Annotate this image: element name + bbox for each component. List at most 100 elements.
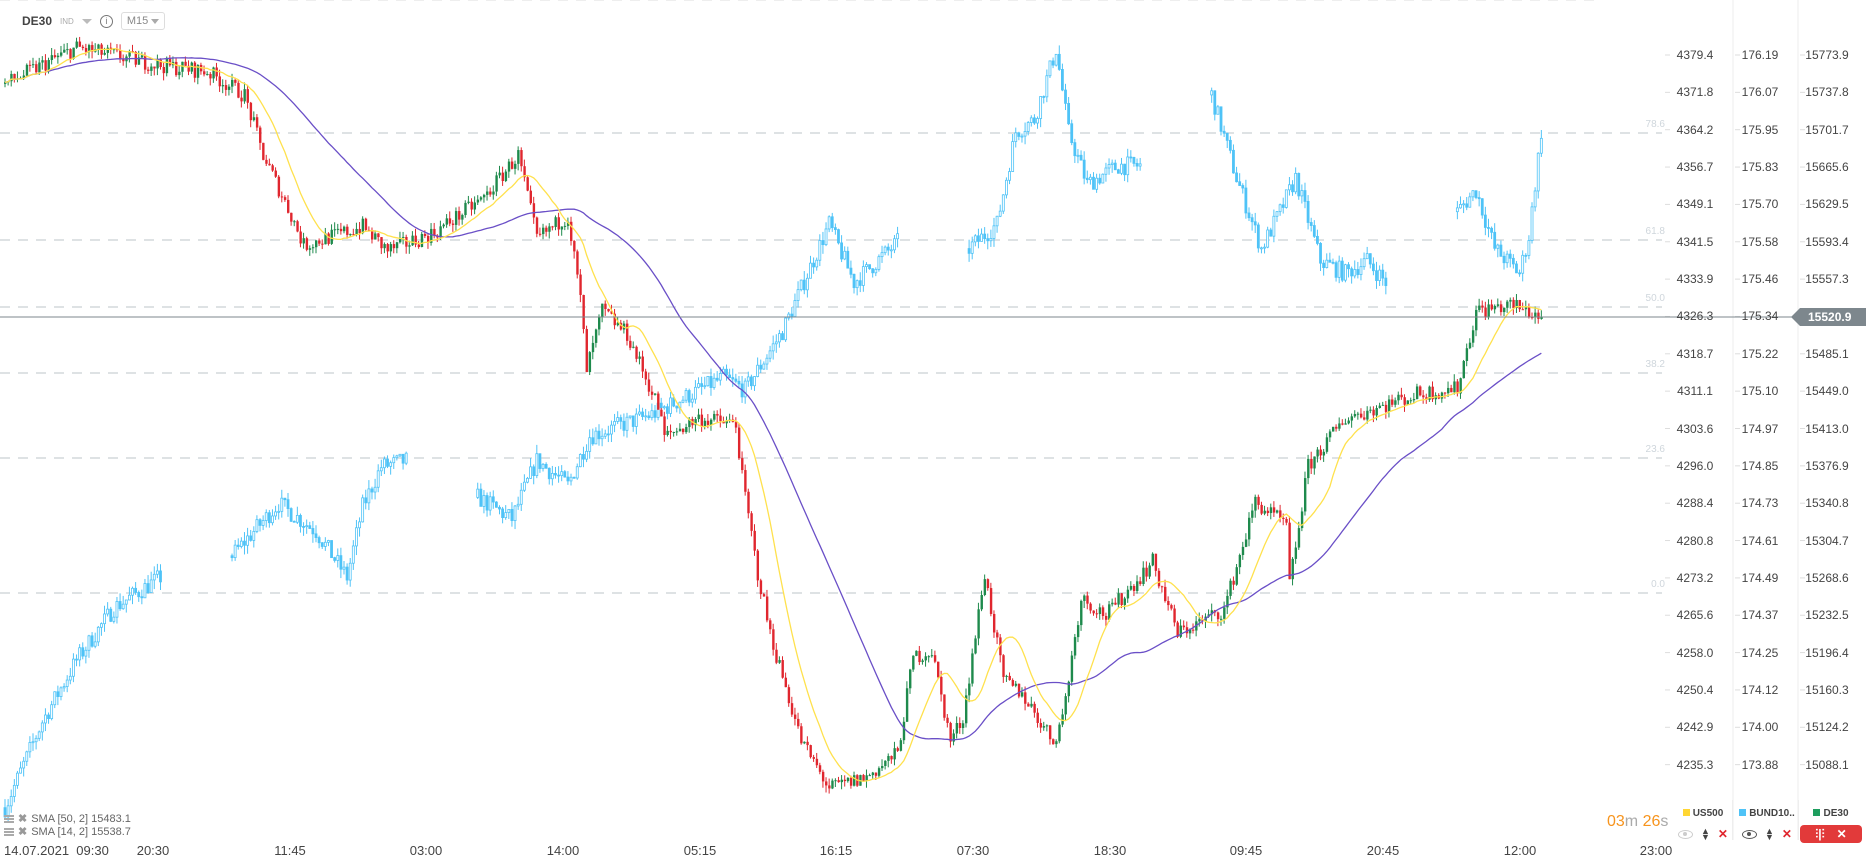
bund-candle: [358, 521, 361, 529]
bund-candle: [62, 686, 66, 689]
de30-candle: [377, 233, 380, 238]
de30-candle: [405, 236, 408, 247]
de30-candle: [28, 64, 32, 66]
bund-candle: [1057, 53, 1061, 70]
de30-candle: [616, 322, 620, 326]
bund-candle: [849, 267, 853, 275]
bund-candle: [812, 262, 815, 268]
bund-candle: [93, 641, 97, 647]
de30-candle: [1120, 593, 1123, 605]
close-icon[interactable]: ✕: [1717, 827, 1728, 841]
reorder-icon[interactable]: ▲ ▼: [1765, 826, 1774, 842]
de30-candle: [106, 47, 110, 53]
de30-candle: [983, 579, 987, 595]
de30-candle: [196, 64, 200, 78]
eye-icon[interactable]: [1742, 829, 1757, 839]
bund-candle: [230, 555, 234, 559]
settings-icon[interactable]: [4, 814, 14, 823]
de30-candle: [601, 303, 604, 317]
de30-candle: [1341, 423, 1344, 425]
de30-candle: [837, 780, 840, 783]
de30-candle: [1188, 629, 1192, 634]
info-icon[interactable]: i: [99, 14, 113, 28]
time-tick-label: 11:45: [274, 843, 306, 858]
symbol-name[interactable]: DE30: [22, 14, 53, 28]
chevron-down-icon[interactable]: [81, 18, 92, 24]
close-icon[interactable]: ✖: [18, 826, 28, 838]
bund-candle: [1085, 177, 1089, 181]
bund-candle: [896, 233, 899, 240]
de30-candle: [716, 413, 719, 416]
de30-candle: [915, 650, 918, 656]
bund-candle: [1054, 53, 1058, 66]
de30-candle: [324, 233, 327, 245]
bund-candle: [809, 262, 812, 279]
de30-candle: [1266, 510, 1270, 514]
bund-candle: [762, 363, 766, 370]
bund-candle: [529, 466, 532, 479]
de30-candle: [1381, 404, 1385, 406]
indicator-sma-14[interactable]: ✖ SMA [14, 2] 15538.7: [4, 825, 131, 838]
de30-candle: [560, 226, 564, 230]
de30-candle: [650, 391, 654, 395]
bund-candle: [526, 477, 529, 483]
bund-candle: [1039, 96, 1043, 119]
color-swatch: [1739, 809, 1747, 816]
de30-candle: [143, 55, 147, 70]
axis-tick-label: 15124.2: [1805, 720, 1849, 735]
de30-candle: [943, 694, 946, 718]
bund-candle: [638, 411, 641, 415]
bund-candle: [370, 488, 374, 493]
bund-candle: [19, 767, 22, 774]
timeframe-select[interactable]: M15: [120, 12, 166, 30]
fib-level-label: 23.6: [1645, 444, 1665, 455]
sma-14-line: [4, 47, 1542, 783]
fib-level-label: 78.6: [1645, 119, 1665, 130]
reorder-icon[interactable]: ▲ ▼: [1701, 826, 1710, 842]
de30-candle: [1496, 304, 1500, 306]
de30-candle: [504, 171, 508, 182]
bund-candle: [134, 587, 138, 593]
bund-candle: [874, 268, 878, 274]
de30-candle: [1524, 306, 1528, 310]
de30-candle: [461, 215, 464, 220]
bund-candle: [330, 540, 333, 559]
de30-candle: [184, 61, 187, 66]
de30-candle: [1453, 381, 1456, 393]
bund-candle: [1527, 240, 1531, 256]
axis-tick-label: 15701.7: [1805, 122, 1849, 137]
bund-candle: [249, 535, 253, 541]
close-icon[interactable]: ✕: [1836, 827, 1847, 841]
bund-candle: [44, 714, 47, 724]
de30-candle: [271, 165, 274, 171]
settings-icon[interactable]: [4, 827, 14, 836]
bund-candle: [1331, 261, 1335, 264]
de30-candle: [486, 191, 489, 195]
de30-candle: [765, 596, 769, 621]
de30-candle: [1394, 400, 1397, 405]
de30-candle: [815, 758, 819, 766]
bund-candle: [355, 527, 358, 547]
eye-icon[interactable]: [1678, 829, 1693, 839]
bund-candle: [1076, 154, 1080, 157]
indicator-sma-50[interactable]: ✖ SMA [50, 2] 15483.1: [4, 812, 131, 825]
de30-candle: [411, 235, 414, 246]
de30-candle: [274, 170, 277, 177]
fib-level-label: 0.0: [1651, 579, 1665, 590]
bund-candle: [653, 410, 657, 418]
close-icon[interactable]: ✕: [1781, 827, 1792, 841]
bund-candle: [1138, 163, 1142, 167]
candlestick-icon[interactable]: ⫶|⫶: [1815, 826, 1825, 841]
bund-candle: [50, 704, 54, 720]
axis-tick-label: 4371.8: [1676, 85, 1714, 100]
bund-candle: [37, 731, 41, 739]
close-icon[interactable]: ✖: [18, 813, 28, 825]
de30-candle: [165, 57, 169, 74]
de30-candle: [1369, 409, 1372, 411]
de30-candle: [1055, 741, 1058, 745]
bund-candle: [386, 458, 389, 467]
de30-candle: [1447, 387, 1450, 394]
bund-candle: [292, 520, 296, 523]
de30-candle: [470, 201, 473, 210]
